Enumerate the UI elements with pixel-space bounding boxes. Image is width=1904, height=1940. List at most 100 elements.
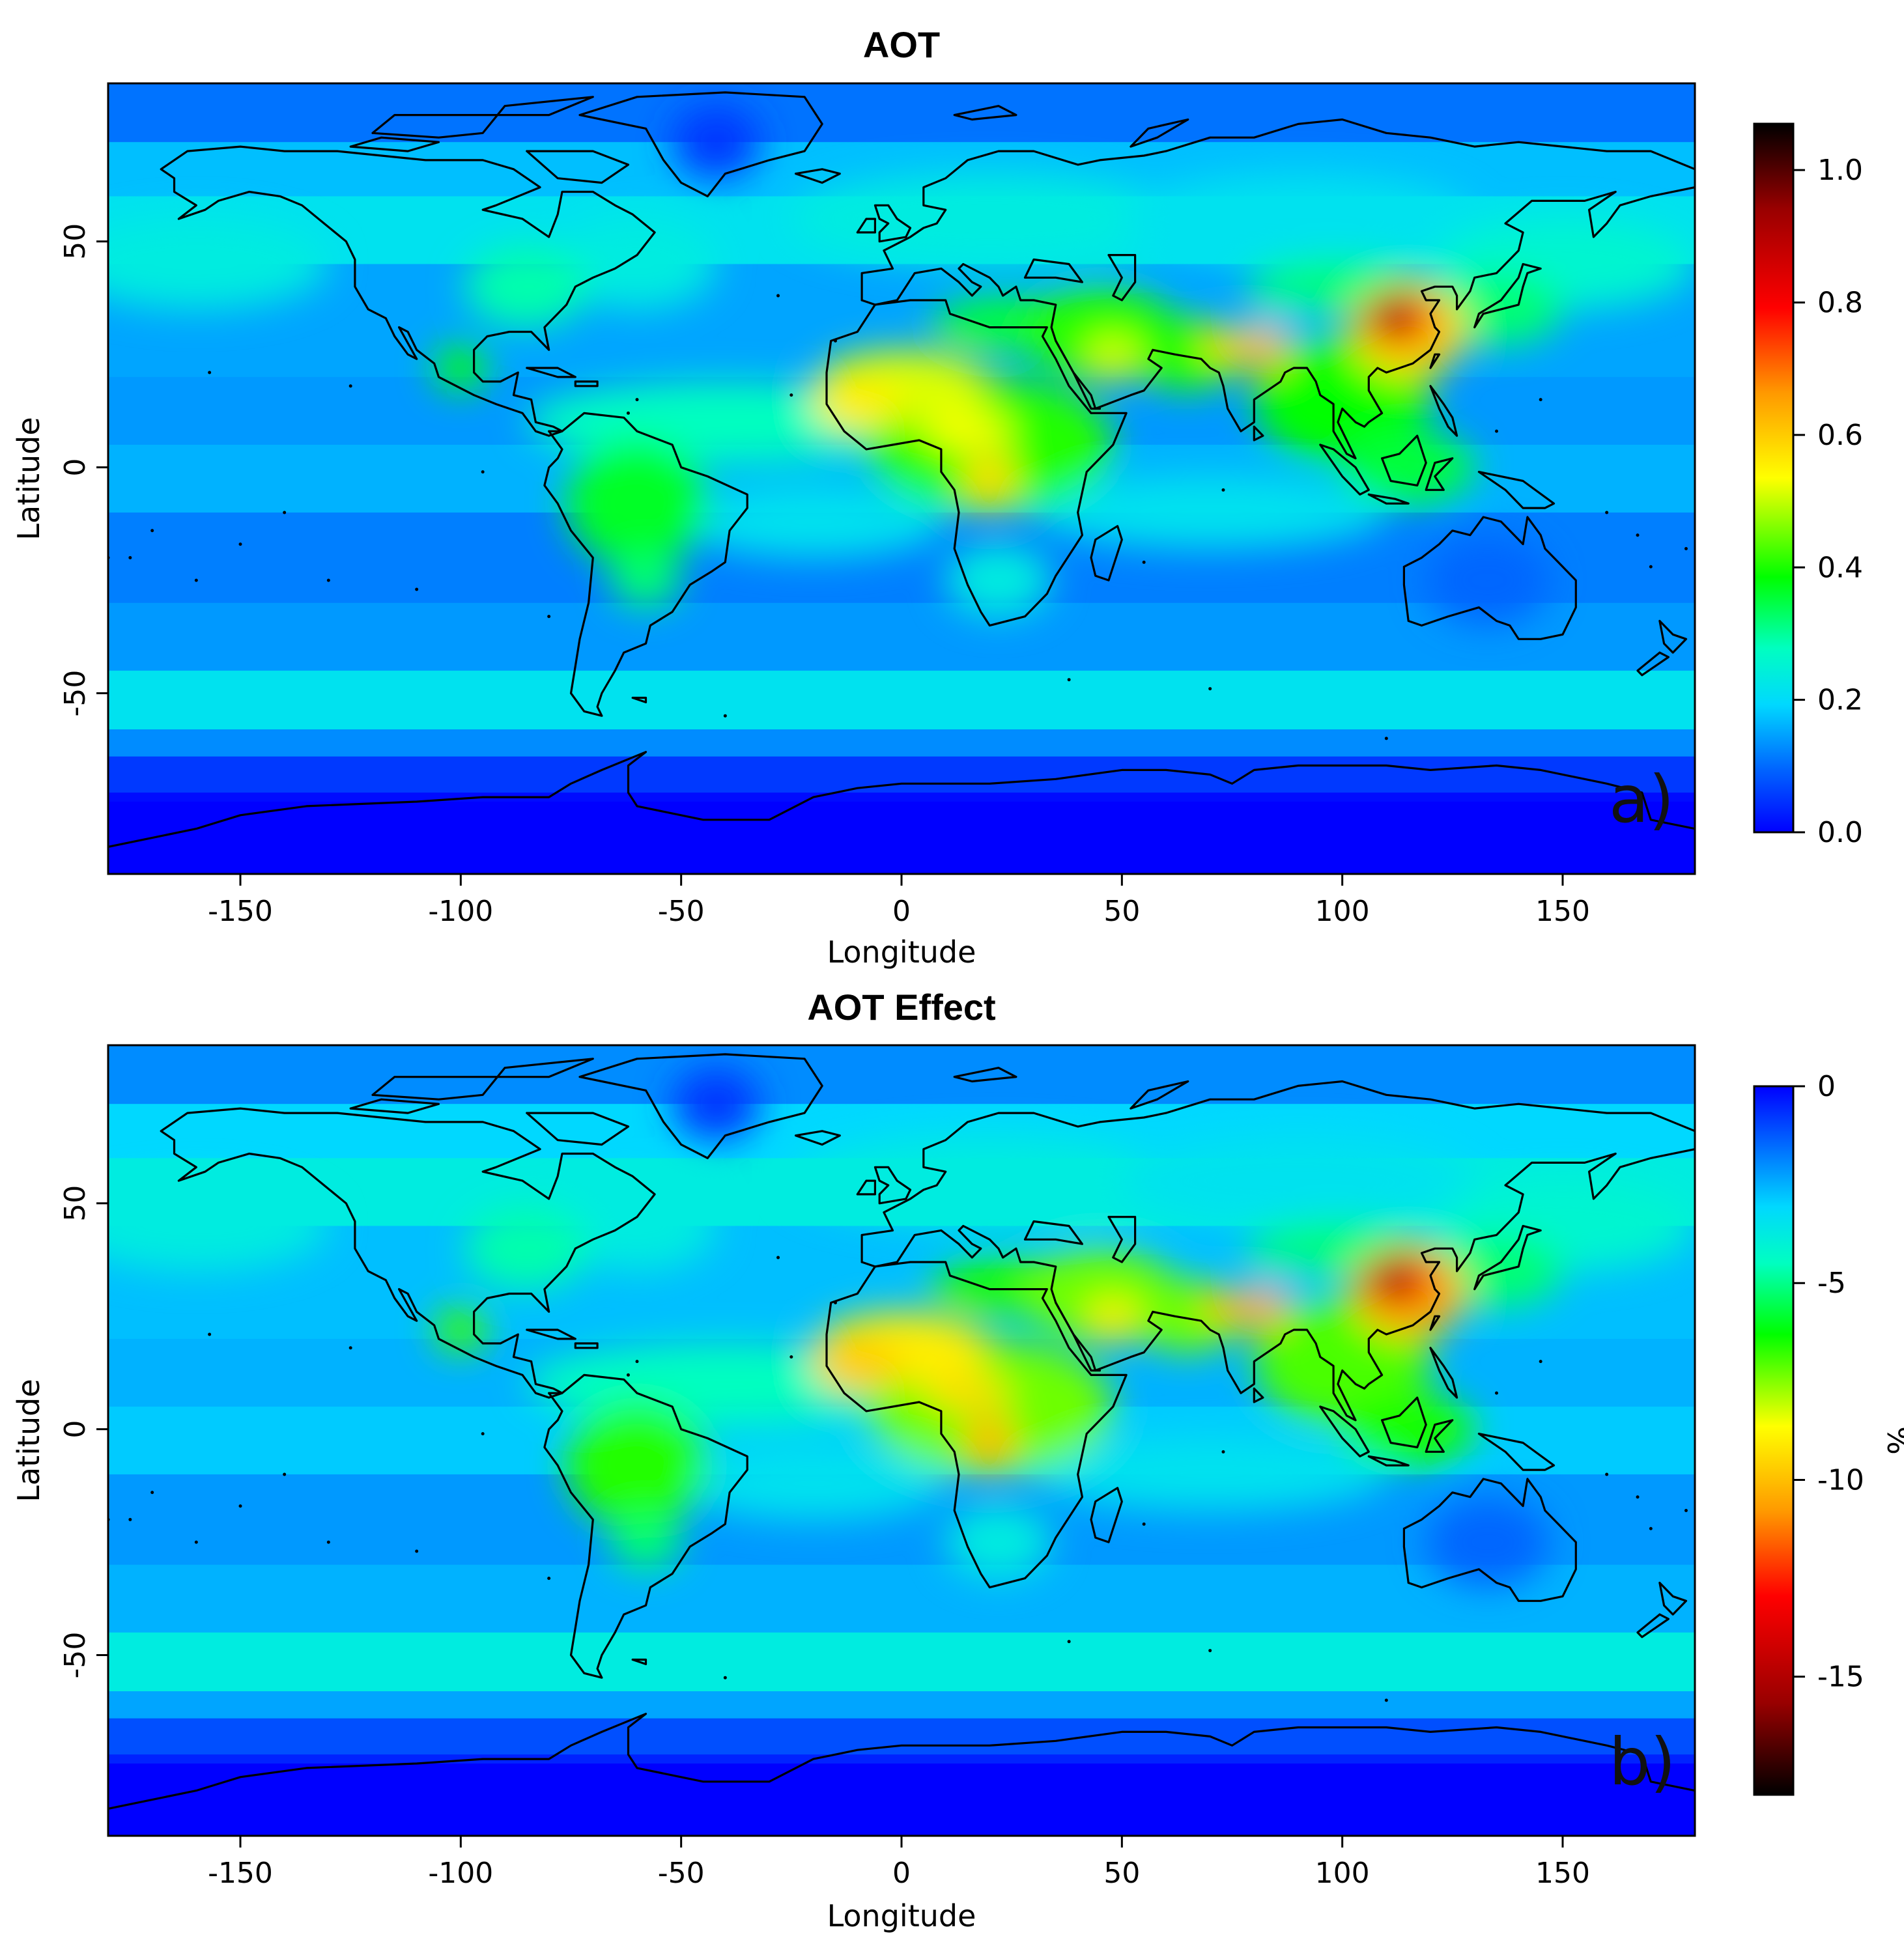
coastline (1090, 1487, 1123, 1543)
island-speck (1605, 1472, 1609, 1476)
panel-b-tag: b) (1609, 1724, 1676, 1800)
coastline (1473, 262, 1542, 329)
island-speck (150, 529, 154, 533)
colorbar-tick-label: 0.0 (1817, 816, 1863, 849)
coastline (526, 150, 630, 184)
island-speck (481, 1432, 485, 1436)
coastline (1367, 493, 1410, 505)
colorbar-tick-label: 0.4 (1817, 551, 1863, 584)
panel-a: AOT a) -150 -100 -50 0 50 100 150 50 0 -50 Longi… (11, 24, 1863, 970)
island-speck (1495, 429, 1498, 433)
colorbar-tick-label: -5 (1817, 1267, 1846, 1300)
island-speck (326, 578, 330, 582)
field-blob (672, 105, 761, 178)
island-speck (789, 1355, 793, 1359)
coastline (1055, 339, 1101, 410)
island-speck (1384, 737, 1388, 740)
y-tick-label: 50 (59, 1185, 92, 1222)
island-speck (1649, 565, 1653, 569)
field-blob (1375, 1270, 1398, 1290)
field-band (108, 1718, 1695, 1756)
coastline (795, 1130, 841, 1146)
field-blob (681, 485, 946, 558)
coastline (860, 1080, 1695, 1263)
x-tick-label: 150 (1535, 895, 1590, 928)
coastline (1477, 1433, 1556, 1471)
coastline (856, 1179, 876, 1196)
panel-a-heatmap (108, 83, 1695, 874)
field-blob (434, 1307, 487, 1353)
x-tick-label: -50 (658, 895, 705, 928)
field-blob (610, 553, 681, 608)
panel-b-colorbar-ramp (1753, 1085, 1795, 1796)
field-blob (108, 1181, 329, 1271)
coastline (526, 1112, 630, 1146)
island-speck (128, 555, 132, 559)
island-speck (283, 511, 287, 514)
field-blob (558, 1181, 717, 1271)
island-speck (1649, 1526, 1653, 1530)
island-speck (834, 1300, 837, 1304)
island-speck (1495, 1391, 1498, 1395)
island-speck (1539, 1360, 1542, 1364)
coastline (1381, 1396, 1427, 1448)
field-blob (1236, 341, 1290, 369)
coastline (1023, 258, 1083, 283)
panel-b-heatmap (108, 1045, 1695, 1836)
x-tick-label: 0 (892, 895, 911, 928)
coastline (856, 218, 876, 234)
coastline (1425, 457, 1454, 491)
coastline (1402, 1478, 1577, 1602)
field-blob (1122, 1135, 1475, 1226)
island-speck (1684, 547, 1688, 551)
field-blob (1375, 308, 1398, 328)
coastline (1429, 1347, 1458, 1399)
colorbar-tick-label: 0.8 (1817, 287, 1863, 320)
coastline (1636, 651, 1670, 677)
island-speck (128, 1517, 132, 1521)
coastline (160, 145, 656, 437)
colorbar-tick-label: 0 (1817, 1070, 1836, 1103)
field-blob (465, 1207, 589, 1289)
island-speck (150, 1491, 154, 1495)
coastline (1107, 1216, 1137, 1263)
field-blob (1426, 1497, 1550, 1588)
field-blob (1122, 173, 1475, 264)
field-blob (923, 413, 1012, 449)
field-blob (1034, 1438, 1387, 1511)
coastline (1023, 1220, 1083, 1245)
x-tick-label: -50 (658, 1857, 705, 1890)
island-speck (547, 1577, 551, 1581)
coastline (1130, 118, 1189, 148)
coastline-layer (108, 1053, 1695, 1810)
coastline (825, 1261, 1128, 1589)
panel-b-x-label: Longitude (827, 1898, 976, 1933)
island-speck (776, 1256, 780, 1259)
coastline (1429, 385, 1458, 437)
island-speck (348, 1346, 352, 1350)
field-blob (791, 1135, 1188, 1226)
field-smooth (108, 1067, 1695, 1588)
x-tick-label: -150 (208, 895, 273, 928)
island-speck (1684, 1509, 1688, 1513)
island-speck (481, 470, 485, 474)
coastline (160, 1107, 656, 1399)
coastline (1636, 1613, 1670, 1638)
island-speck (1605, 511, 1609, 514)
panel-b: AOT Effect b) -150 -100 -50 0 50 100 150 500-5… (11, 987, 1904, 1933)
coastline (543, 412, 748, 717)
coastline (1658, 619, 1688, 654)
x-tick-label: 50 (1103, 1857, 1140, 1890)
island-speck (1221, 488, 1225, 492)
field-band (108, 729, 1695, 757)
coastline (578, 91, 823, 197)
field-blob (1236, 1302, 1290, 1330)
x-tick-label: 100 (1315, 895, 1370, 928)
x-tick-label: -100 (428, 895, 493, 928)
x-tick-label: -150 (208, 1857, 273, 1890)
y-tick-label: 0 (59, 1420, 92, 1439)
coastline (349, 1098, 440, 1114)
field-blob (923, 1375, 1012, 1411)
panel-b-colorbar: 0 -5 -10 -15 % (1753, 1070, 1904, 1796)
colorbar-tick-label: 0.6 (1817, 419, 1863, 452)
